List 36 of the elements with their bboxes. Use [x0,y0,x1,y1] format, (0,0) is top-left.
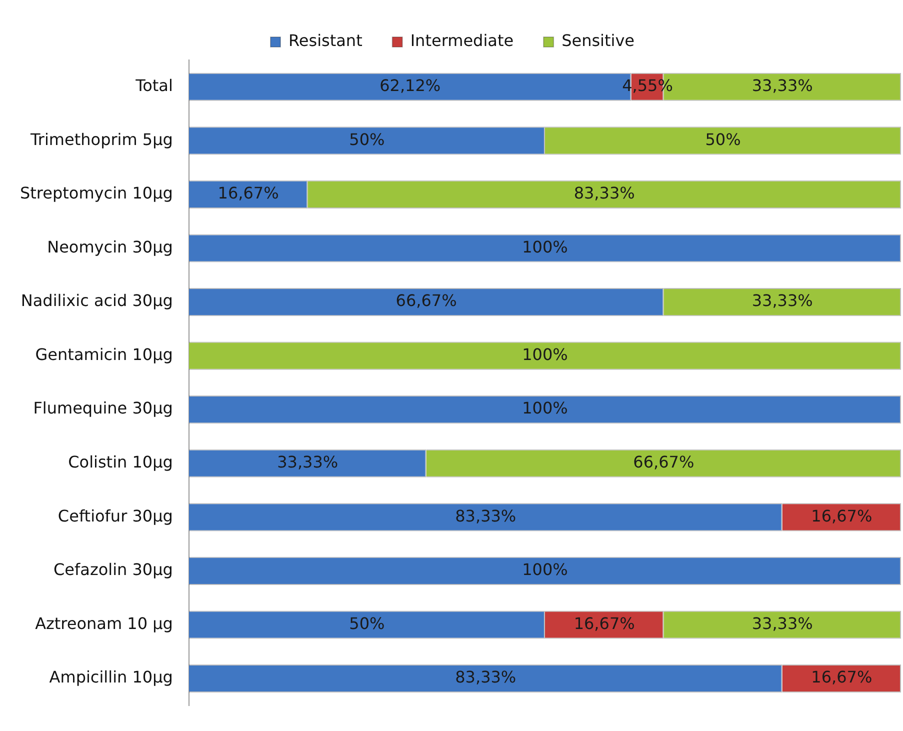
data-label: 100% [522,398,568,418]
data-label: 33,33% [752,291,813,310]
y-tick-label: Aztreonam 10 µg [35,614,173,633]
legend-label: Intermediate [410,31,514,50]
y-tick-label: Trimethoprim 5µg [29,130,173,149]
y-tick-label: Ampicillin 10µg [49,668,173,687]
data-label: 50% [349,130,385,149]
y-tick-label: Ceftiofur 30µg [58,506,173,526]
data-label: 100% [522,560,568,580]
data-label: 16,67% [574,614,635,633]
y-tick-label: Gentamicin 10µg [35,344,173,364]
data-label: 66,67% [396,291,457,310]
y-tick-label: Total [134,76,173,96]
data-label: 50% [705,130,741,149]
y-tick-label: Nadilixic acid 30µg [20,291,173,310]
data-label: 33,33% [277,452,338,472]
data-label: 33,33% [752,614,813,633]
data-label: 100% [522,237,568,256]
legend-label: Resistant [288,31,362,50]
data-label: 16,67% [811,506,872,526]
data-label: 66,67% [633,452,694,472]
data-label: 100% [522,344,568,364]
data-label: 83,33% [574,184,635,203]
data-label: 62,12% [380,76,441,96]
data-label: 16,67% [218,184,279,203]
data-label: 50% [349,614,385,633]
y-tick-label: Colistin 10µg [68,452,173,472]
data-label: 16,67% [811,668,872,687]
data-label: 83,33% [455,668,516,687]
y-tick-label: Neomycin 30µg [47,237,173,256]
y-tick-label: Flumequine 30µg [33,398,173,418]
data-label: 83,33% [455,506,516,526]
legend-label: Sensitive [562,31,635,50]
y-tick-label: Streptomycin 10µg [20,184,173,203]
y-tick-label: Cefazolin 30µg [53,560,173,580]
data-label: 33,33% [752,76,813,96]
